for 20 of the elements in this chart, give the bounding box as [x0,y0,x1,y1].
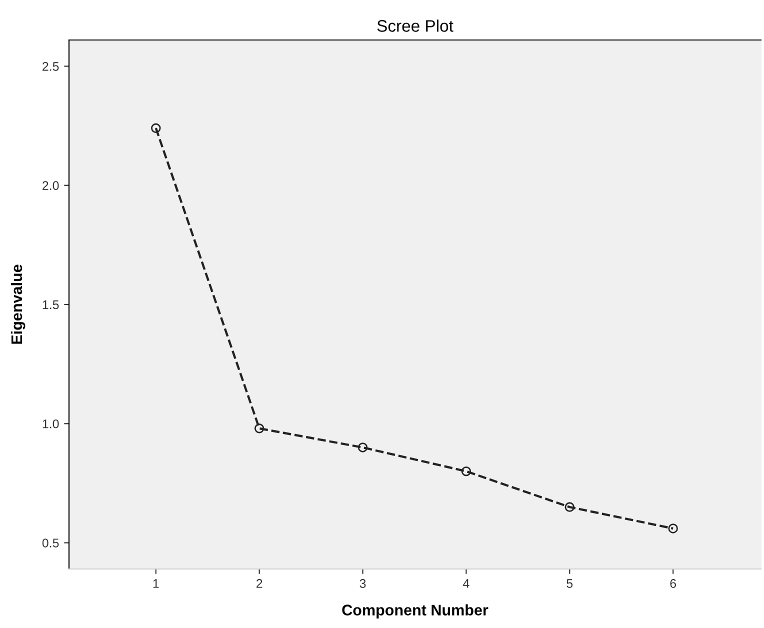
y-tick-label: 0.5 [42,538,59,548]
x-tick-label: 1 [153,579,159,588]
x-tick-label: 5 [566,579,573,588]
y-tick-label: 1.5 [42,300,59,310]
y-axis-title: Eigenvalue [10,264,26,344]
y-tick-label: 2.5 [42,62,59,71]
point [668,524,678,534]
point [254,424,264,434]
point [358,442,368,452]
y-tick-label: 2.0 [42,181,59,190]
x-axis-title: Component Number [342,604,488,619]
chart-title: Scree Plot [377,20,454,32]
point [564,502,574,512]
x-tick-label: 2 [256,579,262,588]
y-tick-label: 1.0 [42,419,59,428]
point [461,466,472,476]
x-tick-label: 4 [463,579,470,588]
point [151,123,161,134]
x-tick-label: 3 [360,579,366,588]
x-tick-label: 6 [670,579,676,588]
